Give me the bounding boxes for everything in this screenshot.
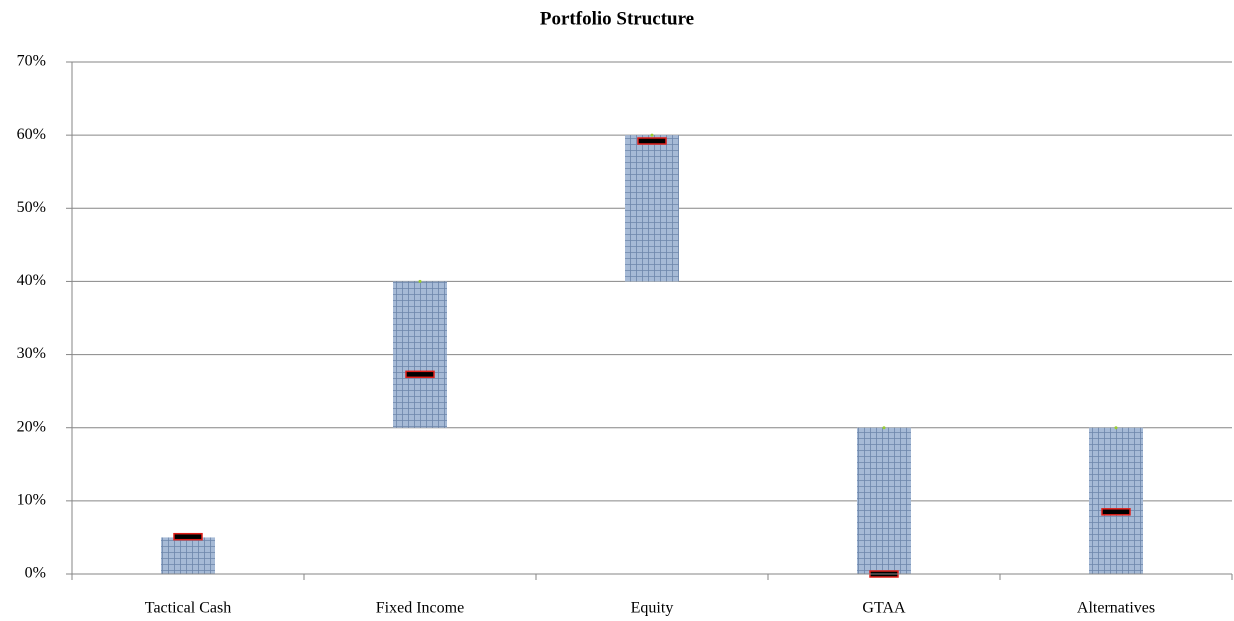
y-tick-label: 60% [17, 126, 46, 143]
x-tick-label: Equity [631, 600, 674, 617]
y-tick-label: 0% [25, 565, 46, 582]
max-dot [882, 426, 886, 430]
max-dot [418, 279, 422, 283]
x-tick-label: GTAA [862, 600, 906, 617]
actual-marker [405, 370, 435, 379]
y-tick-label: 10% [17, 492, 46, 509]
x-tick-label: Tactical Cash [145, 600, 231, 617]
y-tick-label: 50% [17, 199, 46, 216]
actual-marker [1101, 508, 1131, 516]
bar [1089, 427, 1143, 574]
y-tick-label: 20% [17, 418, 46, 435]
bar [625, 135, 679, 282]
max-dot [650, 133, 654, 137]
x-tick-label: Fixed Income [376, 600, 464, 617]
max-dot [1114, 426, 1118, 430]
y-tick-label: 40% [17, 272, 46, 289]
actual-marker [637, 137, 667, 145]
bar [393, 281, 447, 428]
actual-marker [173, 532, 203, 541]
bar [161, 537, 215, 574]
y-tick-label: 30% [17, 345, 46, 362]
y-tick-label: 70% [17, 53, 46, 70]
chart-title: Portfolio Structure [540, 8, 694, 29]
x-tick-label: Alternatives [1077, 600, 1155, 617]
bar [857, 427, 911, 574]
